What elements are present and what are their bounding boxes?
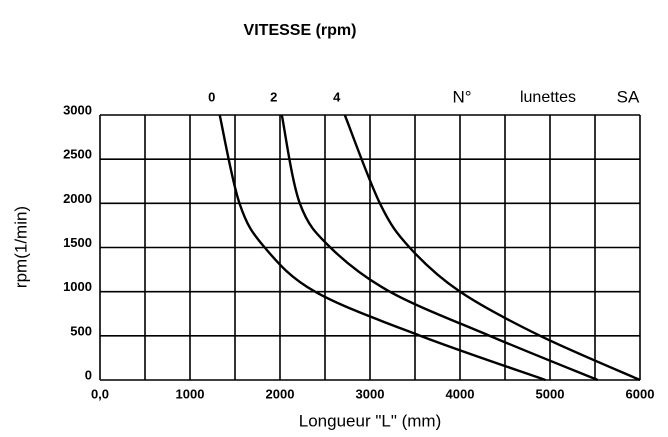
x-tick-label: 0,0 <box>91 386 109 401</box>
y-tick-label: 1500 <box>63 235 92 250</box>
x-tick-label: 1000 <box>176 386 205 401</box>
x-tick-label: 6000 <box>626 386 655 401</box>
series-label: 4 <box>333 89 341 104</box>
y-tick-label: 2500 <box>63 147 92 162</box>
chart-title: VITESSE (rpm) <box>244 22 357 39</box>
y-tick-label: 3000 <box>63 102 92 117</box>
annotation: SA <box>617 87 640 106</box>
curve <box>280 114 599 382</box>
curve <box>343 114 641 382</box>
x-tick-label: 4000 <box>446 386 475 401</box>
x-tick-label: 3000 <box>356 386 385 401</box>
y-axis-label: rpm(1/min) <box>11 206 30 288</box>
annotation: lunettes <box>520 89 576 106</box>
y-tick-label: 0 <box>85 367 92 382</box>
curve <box>218 114 546 382</box>
y-tick-label: 500 <box>70 323 92 338</box>
series-label: 0 <box>208 89 215 104</box>
annotation: N° <box>452 87 471 106</box>
x-tick-label: 5000 <box>536 386 565 401</box>
x-axis-label: Longueur "L" (mm) <box>299 411 441 430</box>
series-label: 2 <box>270 89 277 104</box>
y-tick-label: 2000 <box>63 191 92 206</box>
x-tick-label: 2000 <box>266 386 295 401</box>
y-tick-label: 1000 <box>63 279 92 294</box>
